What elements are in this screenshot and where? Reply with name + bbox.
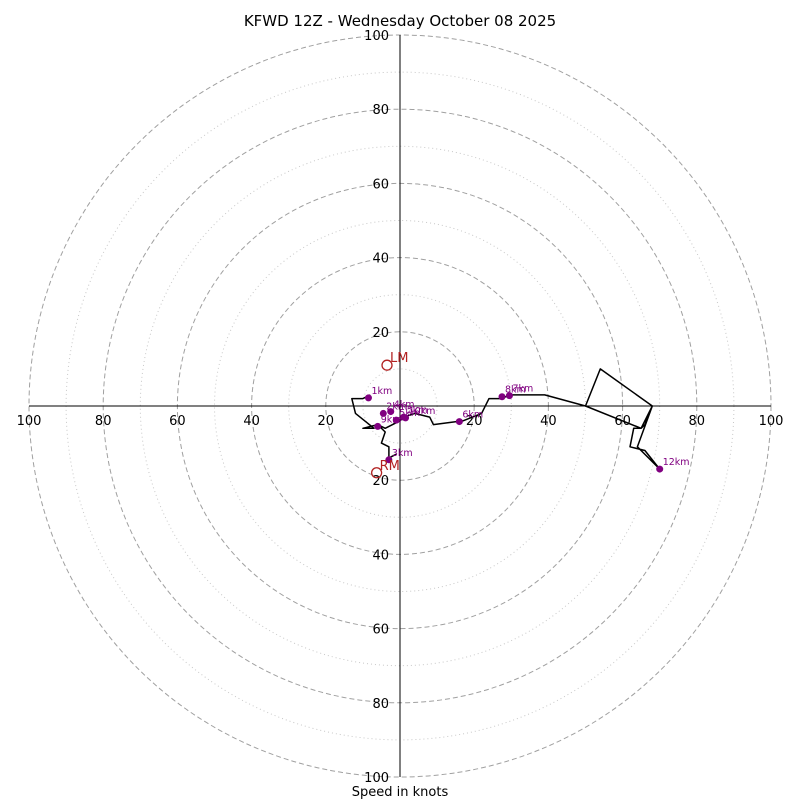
height-marker-label-1: 2km (386, 401, 407, 412)
storm-motion-markers: LM RM (370, 351, 408, 479)
hodograph-trace (351, 368, 661, 470)
height-marker-2 (385, 456, 393, 464)
height-marker-label-6: 6km (462, 410, 483, 421)
chart-title: KFWD 12Z - Wednesday October 08 2025 (244, 12, 556, 30)
storm-motion-lm-label: LM (390, 351, 408, 366)
x-axis-label: Speed in knots (352, 785, 449, 800)
height-marker-8 (498, 393, 506, 401)
tick-label-right-80: 80 (689, 414, 706, 429)
height-marker-10 (402, 414, 410, 422)
storm-motion-rm-label: RM (380, 459, 400, 474)
tick-label-top-40: 40 (372, 252, 389, 267)
tick-label-left-40: 40 (243, 414, 260, 429)
tick-label-top-60: 60 (372, 177, 389, 192)
tick-label-bottom-40: 40 (372, 548, 389, 563)
storm-motion-rm-marker (370, 467, 383, 479)
height-marker-9 (374, 422, 382, 430)
tick-label-left-20: 20 (318, 414, 335, 429)
height-marker-label-8: 8km (505, 385, 526, 396)
tick-label-top-20: 20 (372, 326, 389, 341)
tick-label-top-80: 80 (372, 103, 389, 118)
height-marker-label-10: 10km (409, 406, 436, 417)
tick-label-right-100: 100 (759, 414, 784, 429)
height-marker-label-3: 4km (394, 400, 415, 411)
height-marker-label-9: 9km (381, 414, 402, 425)
tick-label-top-100: 100 (364, 29, 389, 44)
height-marker-label-2: 3km (392, 448, 413, 459)
tick-label-bottom-100: 100 (364, 771, 389, 786)
height-marker-label-4: 5km (399, 408, 420, 419)
tick-label-left-60: 60 (169, 414, 186, 429)
height-marker-11 (656, 465, 664, 473)
height-marker-0 (364, 394, 372, 402)
height-marker-4 (392, 416, 400, 424)
height-marker-label-0: 1km (371, 386, 392, 397)
tick-label-left-100: 100 (17, 414, 42, 429)
height-marker-label-5: 5km (407, 405, 428, 416)
tick-label-right-40: 40 (540, 414, 557, 429)
height-marker-6 (455, 418, 463, 426)
height-marker-1 (379, 409, 387, 417)
hodograph-line (351, 368, 661, 470)
height-marker-label-11: 12km (663, 457, 690, 468)
tick-label-left-80: 80 (95, 414, 112, 429)
height-marker-7 (505, 392, 513, 400)
tick-label-bottom-60: 60 (372, 623, 389, 638)
tick-label-bottom-80: 80 (372, 697, 389, 712)
height-marker-3 (387, 408, 395, 416)
storm-motion-lm-marker (381, 359, 393, 371)
height-marker-label-7: 7km (512, 384, 533, 395)
